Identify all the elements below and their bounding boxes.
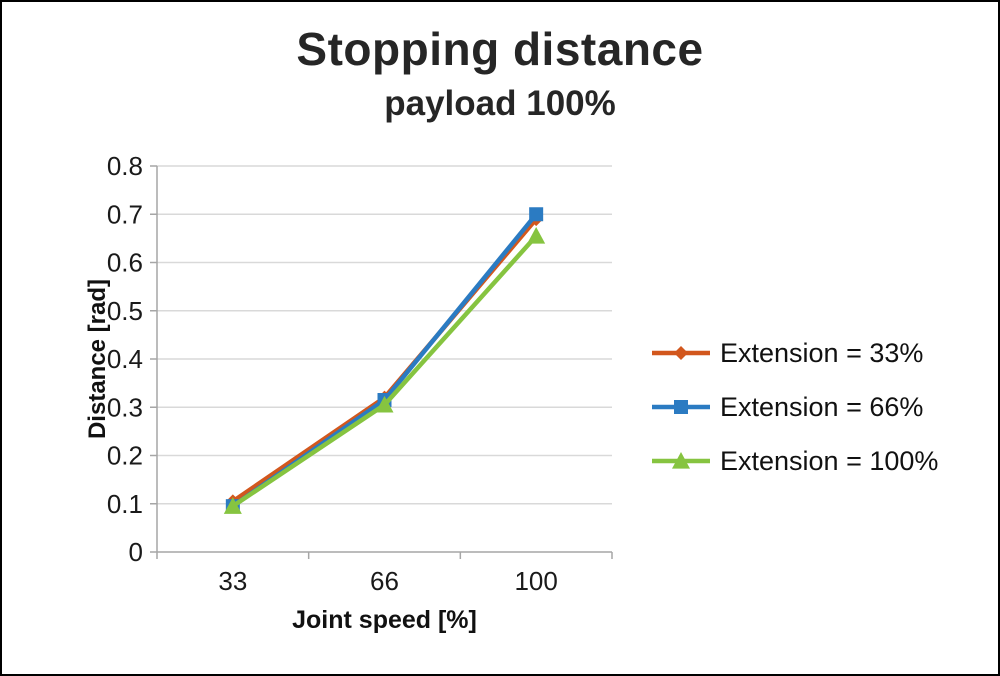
legend-triangle-marker-icon (652, 452, 710, 469)
x-tick-label: 66 (370, 566, 399, 596)
x-tick-label: 100 (514, 566, 557, 596)
y-tick-label: 0 (129, 537, 143, 567)
y-tick-label: 0.4 (107, 344, 143, 374)
legend-label: Extension = 66% (720, 391, 924, 422)
triangle-marker-icon (375, 395, 394, 413)
chart-subtitle: payload 100% (384, 84, 616, 123)
series-line-0 (230, 216, 539, 504)
x-tick-label: 33 (218, 566, 247, 596)
y-tick-label: 0.1 (107, 489, 143, 519)
triangle-marker-icon (527, 226, 546, 244)
legend-label: Extension = 100% (720, 445, 939, 476)
series-line-1 (230, 212, 539, 509)
square-marker-icon (674, 400, 688, 414)
y-tick-label: 0.8 (107, 151, 143, 181)
legend-item-extension-33: Extension = 33% (652, 336, 938, 370)
legend-item-extension-66: Extension = 66% (652, 390, 938, 424)
legend-diamond-marker-icon (652, 346, 710, 360)
y-tick-label: 0.5 (107, 296, 143, 326)
y-tick-label: 0.6 (107, 248, 143, 278)
series-line-2 (230, 233, 539, 509)
legend-item-extension-100: Extension = 100% (652, 444, 938, 478)
legend: Extension = 33% Extension = 66% Extensio… (652, 336, 938, 478)
chart-title: Stopping distance (296, 23, 704, 75)
triangle-marker-icon (223, 497, 242, 514)
triangle-marker-icon (672, 452, 690, 469)
legend-label: Extension = 33% (720, 337, 924, 368)
legend-square-marker-icon (652, 400, 710, 414)
x-axis-title: Joint speed [%] (292, 606, 477, 634)
y-tick-label: 0.2 (107, 441, 143, 471)
y-axis-title: Distance [rad] (84, 278, 111, 440)
y-tick-label: 0.7 (107, 199, 143, 229)
diamond-marker-icon (674, 346, 688, 360)
square-marker-icon (529, 207, 544, 222)
y-tick-label: 0.3 (107, 392, 143, 422)
